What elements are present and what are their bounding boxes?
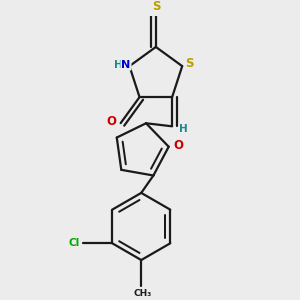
Text: H: H bbox=[114, 60, 123, 70]
Text: Cl: Cl bbox=[69, 238, 80, 248]
Text: O: O bbox=[173, 139, 183, 152]
Text: N: N bbox=[121, 60, 130, 70]
Text: S: S bbox=[185, 57, 194, 70]
Text: O: O bbox=[106, 115, 116, 128]
Text: S: S bbox=[152, 0, 161, 13]
Text: CH₃: CH₃ bbox=[134, 289, 152, 298]
Text: H: H bbox=[179, 124, 188, 134]
